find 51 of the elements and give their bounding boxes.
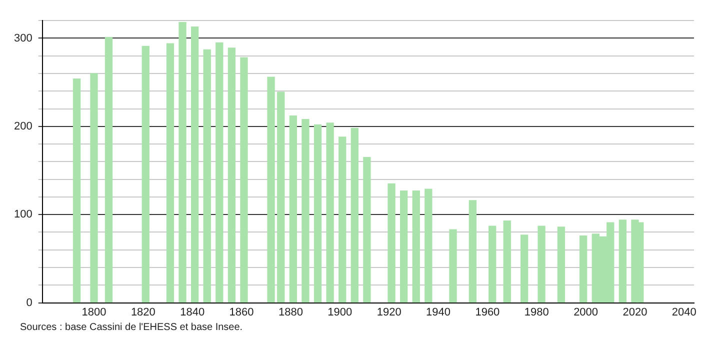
bar	[363, 156, 371, 303]
x-tick-label: 1920	[376, 306, 402, 318]
bar	[538, 226, 546, 303]
bar	[503, 220, 511, 303]
bar	[520, 234, 528, 303]
bar	[267, 76, 275, 303]
x-tick-label: 2040	[672, 306, 696, 318]
x-tick-label: 2000	[574, 306, 598, 318]
bar	[142, 46, 150, 303]
bar	[190, 26, 199, 303]
x-tick-label: 1960	[475, 306, 500, 318]
bar	[580, 235, 588, 303]
bar	[488, 226, 496, 303]
x-tick-label: 2020	[622, 306, 648, 318]
bar	[350, 128, 358, 303]
x-tick-label: 1900	[328, 306, 352, 318]
x-tick-label: 1840	[180, 306, 205, 318]
bar	[388, 183, 396, 303]
x-tick-label: 1800	[82, 306, 106, 318]
bar	[618, 220, 627, 303]
x-tick-label: 1880	[278, 306, 303, 318]
bar	[104, 37, 113, 303]
y-tick-label: 0	[26, 296, 32, 309]
x-tick-label: 1860	[229, 306, 254, 318]
bar	[412, 190, 420, 303]
bar	[277, 92, 285, 303]
source-note: Sources : base Cassini de l'EHESS et base Insee.	[20, 322, 244, 333]
y-tick-label: 100	[14, 208, 32, 221]
y-tick-label: 200	[14, 120, 32, 132]
bar	[228, 48, 236, 303]
bar	[90, 73, 98, 303]
bar	[314, 124, 322, 303]
bar	[72, 78, 81, 303]
bar	[166, 43, 174, 303]
bar	[424, 188, 432, 303]
bar	[326, 122, 334, 303]
x-tick-label: 1820	[130, 306, 156, 318]
bar	[178, 22, 186, 303]
x-tick-label: 1980	[524, 306, 549, 318]
bar	[468, 200, 477, 303]
x-tick-label: 1940	[426, 306, 450, 318]
bar	[203, 49, 211, 303]
y-tick-label: 300	[14, 32, 32, 44]
bar	[302, 119, 310, 303]
bar	[557, 226, 566, 303]
bar	[400, 190, 408, 303]
bar	[289, 116, 298, 303]
bar	[216, 42, 224, 303]
bar	[240, 57, 248, 303]
bar	[338, 136, 346, 303]
bar	[449, 229, 457, 303]
